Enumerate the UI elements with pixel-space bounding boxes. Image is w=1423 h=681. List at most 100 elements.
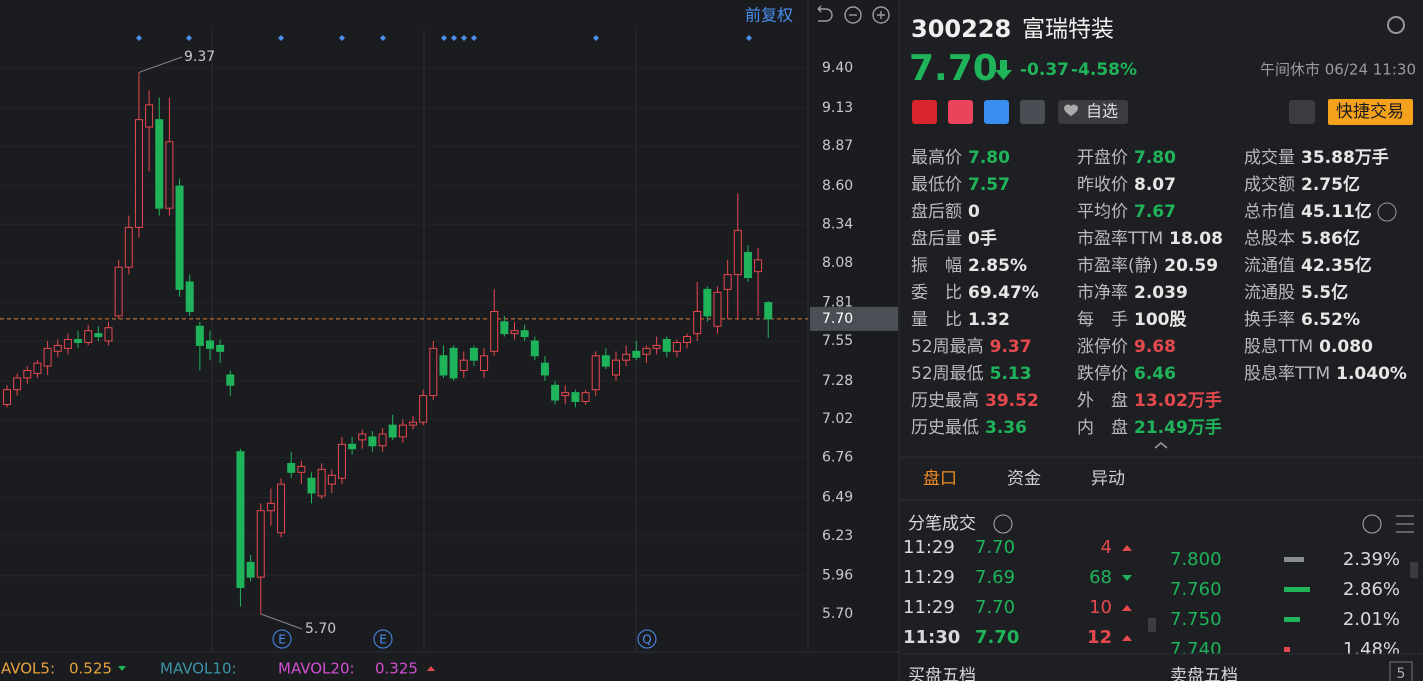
stat-label: 市净率 [1077,283,1128,303]
level-pct: 2.01% [1343,609,1400,630]
candle-body [490,310,499,352]
stat-label: 外 盘 [1077,391,1128,411]
stat-label: 流通股 [1244,283,1295,303]
more-icon[interactable] [1377,202,1397,222]
candle-body [581,392,590,403]
stat-value: 9.37 [990,337,1032,357]
candle-body [388,424,397,438]
candle-body [195,325,204,346]
candle-body [246,561,255,578]
stat-label: 换手率 [1244,310,1295,330]
stat-label: 股息率TTM [1244,364,1330,384]
y-tick-label: 8.87 [822,138,853,154]
candle-body [226,374,235,386]
chart-tools[interactable] [817,5,890,24]
depth-box[interactable] [1389,661,1413,681]
stat-label: 股息TTM [1244,337,1313,357]
stat-value: 7.80 [1134,148,1176,168]
stat-label: 平均价 [1077,202,1128,222]
candle-body [733,229,742,276]
candle-body [510,330,519,335]
candle-body [378,433,387,447]
chart-layer: 9.40 9.13 8.87 8.60 8.34 8.08 7.81 7.55 7.28 7.02… [0,49,898,678]
candle-body [429,347,438,397]
candle-body [3,389,11,405]
candle-body [134,119,143,228]
stat-value: 5.13 [990,364,1032,384]
watch-button[interactable]: 自选 [1086,102,1118,121]
stat-label: 52周最低 [911,364,984,384]
buy-title: 买盘五档 [908,666,976,681]
level-pct: 2.39% [1343,549,1400,570]
event-icon-label: Q [642,633,651,647]
quote-panel: 300228 富瑞特装 7.70 -0.37 -4.58% 午间休市 06/24 11:3… [900,15,1423,681]
trade-button[interactable]: 快捷交易 [1336,102,1404,122]
y-tick-label: 7.55 [822,333,853,349]
event-icon[interactable] [373,629,393,649]
collapse-icon[interactable] [1154,442,1168,449]
stat-label: 涨停价 [1077,337,1128,357]
settings-icon[interactable] [1387,16,1405,34]
event-icon-label: E [379,633,387,647]
stat-value: 0手 [968,228,997,249]
mavol-value: 0.525 [69,660,112,678]
event-icon[interactable] [637,629,657,649]
stat-value: 13.02万手 [1134,390,1222,411]
tab[interactable]: 异动 [1091,469,1125,489]
candle-body [540,362,549,376]
stat-value: 1.32 [968,310,1010,330]
depth[interactable]: 5 [1397,666,1406,681]
trade-price: 7.70 [975,537,1015,558]
candle-body [337,443,346,479]
stat-label: 最高价 [911,148,962,168]
level-bar [1284,647,1290,652]
candle-body [652,344,661,349]
ticks-icons[interactable] [993,514,1414,534]
candle-body [23,370,32,379]
y-tick-label: 6.23 [822,528,853,544]
stat-label: 昨收价 [1077,175,1128,195]
mavol-arrow [427,666,435,671]
candle-body [754,259,763,273]
trade-arrow [1122,605,1132,611]
candle-body [571,392,580,403]
candle-body [439,355,448,376]
tab[interactable]: 资金 [1007,469,1041,489]
candle-body [551,384,560,401]
stat-value: 6.46 [1134,364,1176,384]
adjust-toggle[interactable]: 前复权 [745,6,793,25]
trade-price: 7.70 [975,597,1015,618]
candle-body [84,330,93,343]
stat-label: 开盘价 [1077,148,1128,168]
level-bar [1284,587,1310,592]
candle-body [591,355,600,391]
stat-value: 5.86亿 [1301,228,1360,249]
candle-body [94,333,103,338]
tag-icons[interactable] [912,99,1413,125]
candle-body [114,266,123,317]
y-tick-label: 7.28 [822,373,853,389]
trade-price: 7.70 [975,627,1019,648]
level-price: 7.760 [1170,579,1222,600]
candle-body [743,251,752,279]
stat-value: 21.49万手 [1134,417,1222,438]
stat-value: 7.57 [968,175,1010,195]
stat-label: 市盈率(静) [1077,256,1158,276]
candle-body [33,362,42,374]
candle-body [693,310,702,335]
level-price: 7.750 [1170,609,1222,630]
candle-body [104,327,113,342]
event-icon[interactable] [272,629,292,649]
candle-body [459,359,468,372]
stat-label: 历史最低 [911,418,979,438]
tab[interactable]: 盘口 [923,469,957,489]
candle-body [520,330,529,338]
stat-value: 2.039 [1134,283,1188,303]
change: -0.37 [1020,60,1069,80]
stat-label: 流通值 [1244,256,1295,276]
level-price: 7.740 [1170,639,1222,660]
candle-body [266,502,275,512]
candle-body [307,477,316,494]
candle-body [165,141,174,209]
